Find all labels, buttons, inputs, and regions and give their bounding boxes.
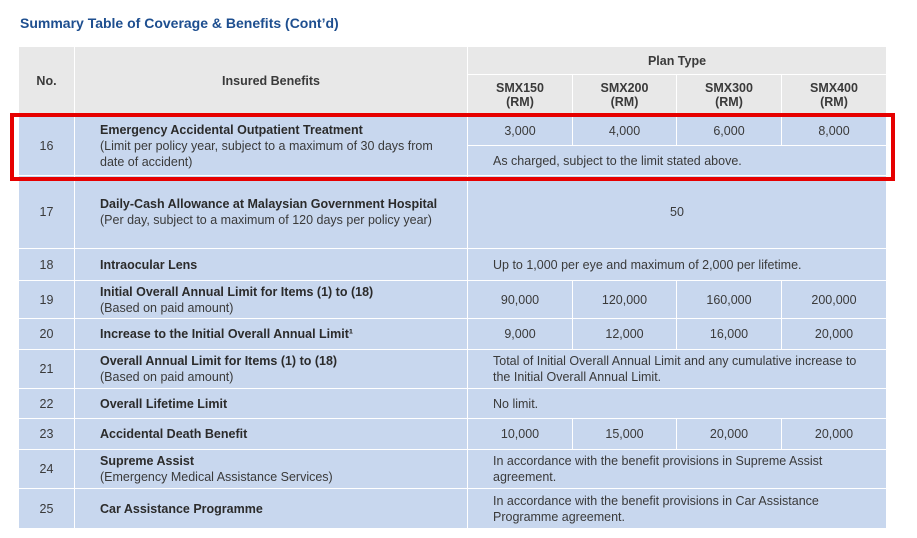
header-plan: SMX200 (RM) <box>572 74 677 116</box>
table-row: 20 Increase to the Initial Overall Annua… <box>18 318 887 350</box>
value-cell: 90,000 <box>467 280 573 319</box>
header-insured-benefits: Insured Benefits <box>74 46 468 116</box>
value-cell: 16,000 <box>676 318 782 350</box>
row-number: 20 <box>18 318 75 350</box>
value-cell-full: In accordance with the benefit provision… <box>467 488 887 529</box>
benefit-cell: Intraocular Lens <box>74 248 468 281</box>
row-number: 23 <box>18 418 75 450</box>
row-number: 18 <box>18 248 75 281</box>
value-cell: 4,000 <box>572 115 677 146</box>
header-plan: SMX150 (RM) <box>467 74 573 116</box>
value-cell: 6,000 <box>676 115 782 146</box>
value-cell-full: No limit. <box>467 388 887 419</box>
table-row: 19 Initial Overall Annual Limit for Item… <box>18 280 887 319</box>
value-cell: 8,000 <box>781 115 887 146</box>
value-cell-full: Total of Initial Overall Annual Limit an… <box>467 349 887 389</box>
page-title: Summary Table of Coverage & Benefits (Co… <box>20 15 339 31</box>
benefit-cell: Accidental Death Benefit <box>74 418 468 450</box>
table-row: 24 Supreme Assist (Emergency Medical Assi… <box>18 449 887 489</box>
table-row: 18 Intraocular Lens Up to 1,000 per eye … <box>18 248 887 281</box>
value-cell-full: As charged, subject to the limit stated … <box>467 145 887 176</box>
row-number: 16 <box>18 115 75 176</box>
row-number: 22 <box>18 388 75 419</box>
value-cell: 20,000 <box>781 318 887 350</box>
benefit-cell: Car Assistance Programme <box>74 488 468 529</box>
benefit-cell: Overall Annual Limit for Items (1) to (1… <box>74 349 468 389</box>
header-no: No. <box>18 46 75 116</box>
value-cell: 20,000 <box>781 418 887 450</box>
row-number: 25 <box>18 488 75 529</box>
table-row: 21 Overall Annual Limit for Items (1) to… <box>18 349 887 389</box>
value-cell: 20,000 <box>676 418 782 450</box>
table-row: 17 Daily-Cash Allowance at Malaysian Gov… <box>18 175 887 249</box>
coverage-table: No. Insured Benefits Plan Type SMX150 (RM… <box>18 46 887 529</box>
benefit-cell: Emergency Accidental Outpatient Treatmen… <box>74 115 468 176</box>
value-cell: 12,000 <box>572 318 677 350</box>
benefit-cell: Increase to the Initial Overall Annual L… <box>74 318 468 350</box>
benefit-cell: Initial Overall Annual Limit for Items (… <box>74 280 468 319</box>
benefit-cell: Supreme Assist (Emergency Medical Assista… <box>74 449 468 489</box>
benefit-cell: Overall Lifetime Limit <box>74 388 468 419</box>
value-cell: 200,000 <box>781 280 887 319</box>
table-row: 22 Overall Lifetime Limit No limit. <box>18 388 887 419</box>
row-number: 19 <box>18 280 75 319</box>
value-cell: 15,000 <box>572 418 677 450</box>
table-row: 25 Car Assistance Programme In accordanc… <box>18 488 887 529</box>
row-number: 24 <box>18 449 75 489</box>
value-cell-full: In accordance with the benefit provision… <box>467 449 887 489</box>
header-plan-type: Plan Type <box>467 46 887 75</box>
table-row: 23 Accidental Death Benefit 10,000 15,00… <box>18 418 887 450</box>
value-cell: 10,000 <box>467 418 573 450</box>
row-number: 17 <box>18 175 75 249</box>
table-row: As charged, subject to the limit stated … <box>19 145 887 176</box>
header-plan: SMX300 (RM) <box>676 74 782 116</box>
table-row: 16 Emergency Accidental Outpatient Treat… <box>18 115 887 176</box>
value-cell-full: 50 <box>467 175 887 249</box>
header-plan: SMX400 (RM) <box>781 74 887 116</box>
value-cell: 3,000 <box>467 115 573 146</box>
row-number: 21 <box>18 349 75 389</box>
value-cell: 160,000 <box>676 280 782 319</box>
value-cell: 120,000 <box>572 280 677 319</box>
value-cell: 9,000 <box>467 318 573 350</box>
benefit-cell: Daily-Cash Allowance at Malaysian Govern… <box>74 175 468 249</box>
value-cell-full: Up to 1,000 per eye and maximum of 2,000… <box>467 248 887 281</box>
